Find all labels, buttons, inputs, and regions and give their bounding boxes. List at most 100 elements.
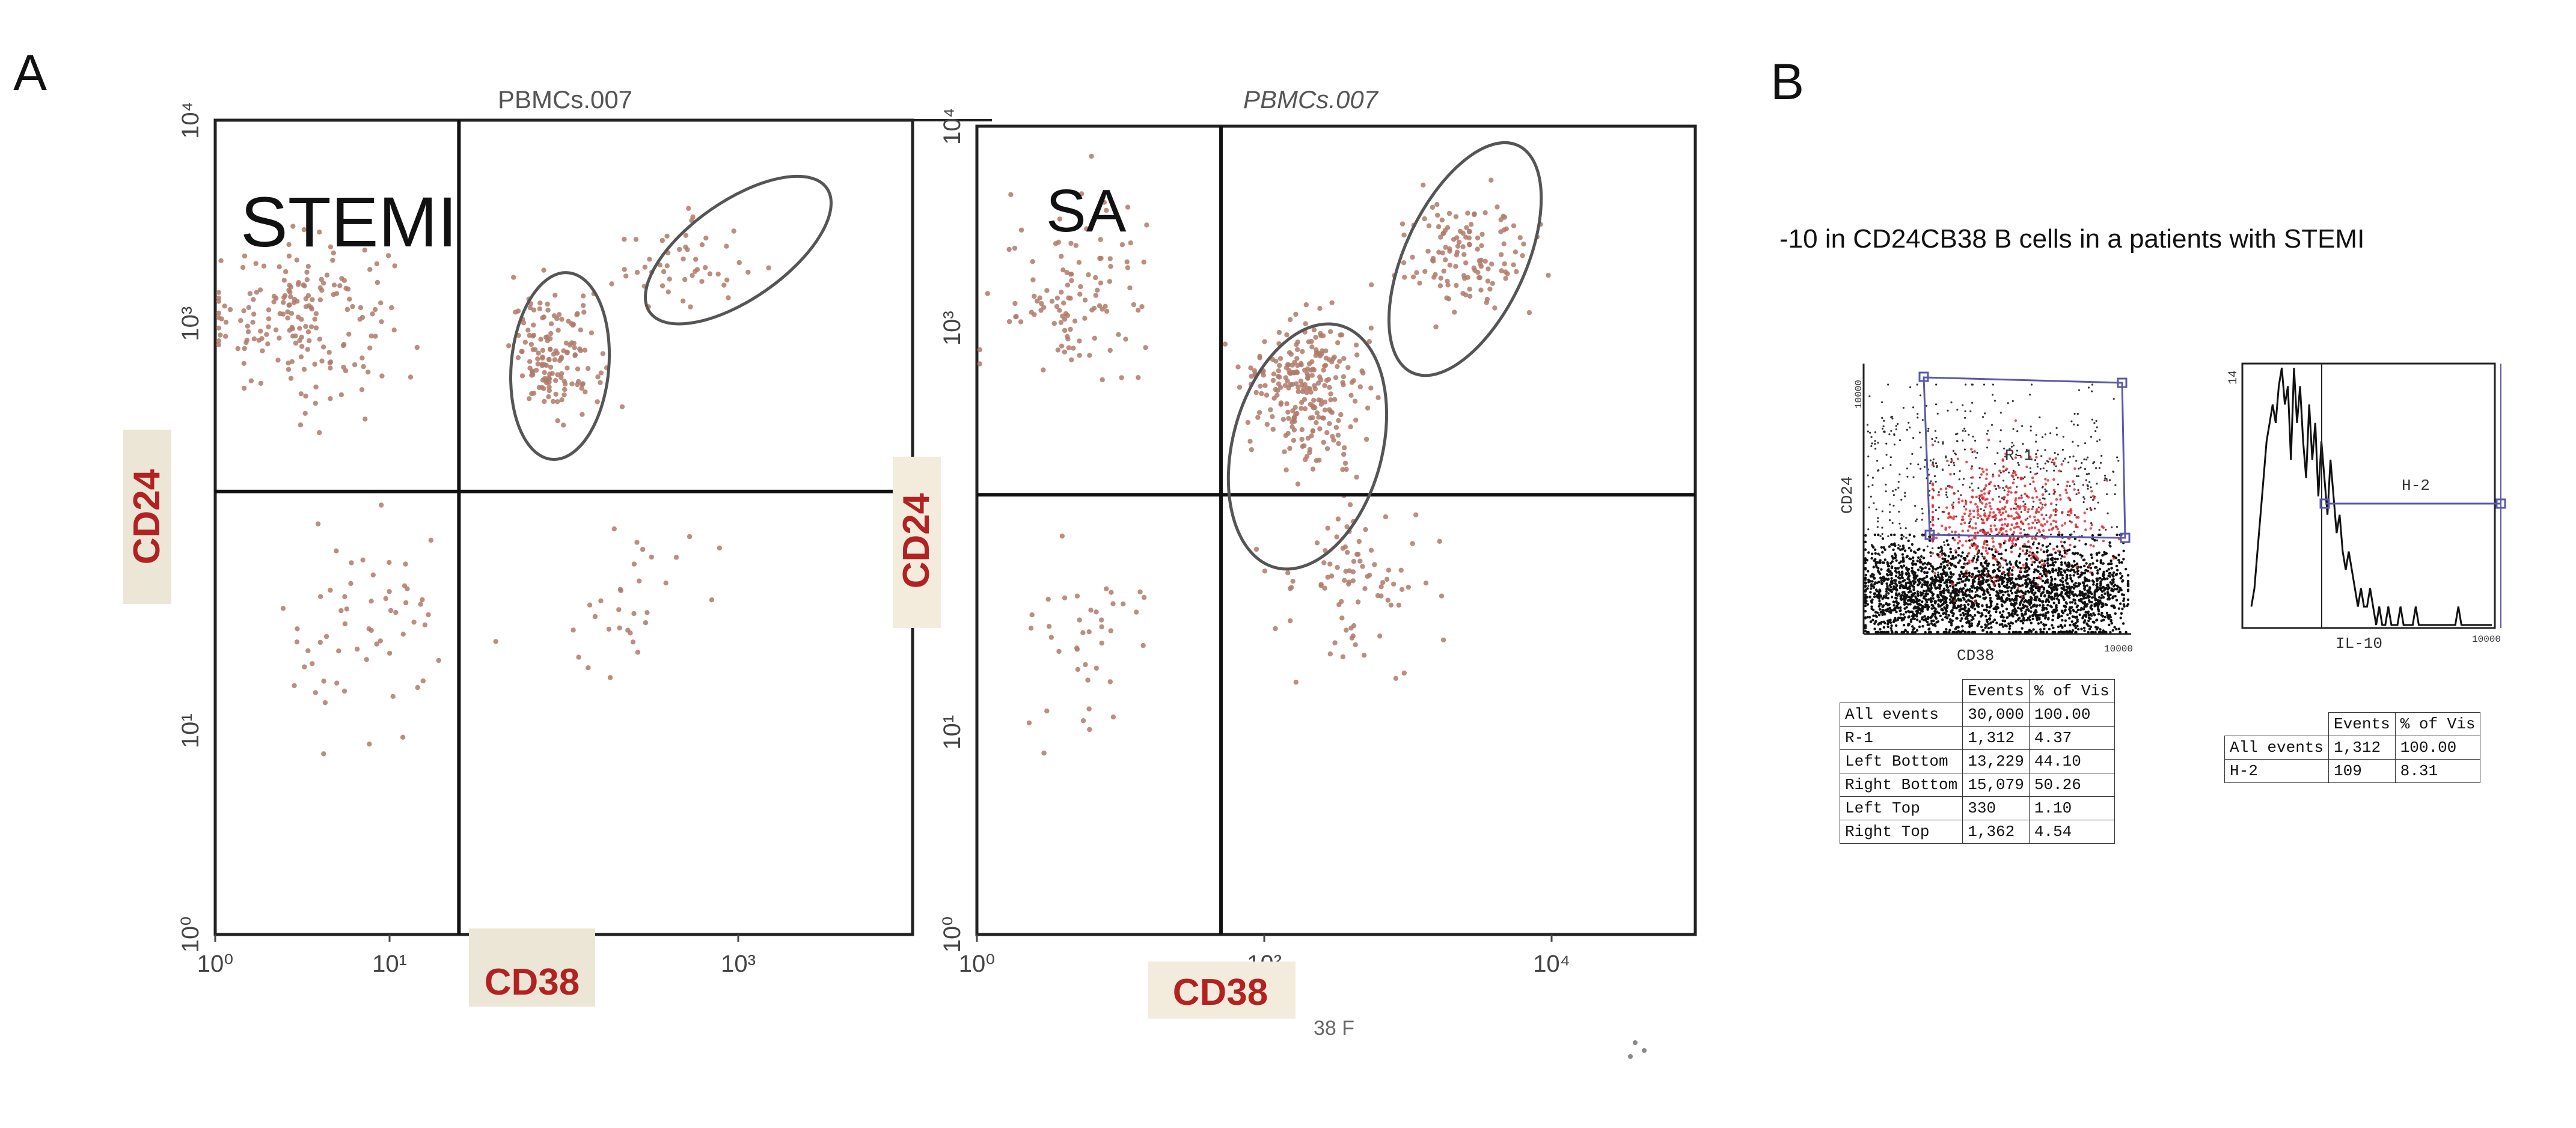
gate-ellipse[interactable]	[1203, 306, 1412, 587]
data-point	[1262, 339, 1267, 344]
data-point	[1986, 588, 1989, 591]
data-point	[1901, 597, 1904, 600]
data-point	[1514, 269, 1519, 275]
data-point	[1303, 302, 1309, 308]
data-point	[2059, 624, 2063, 627]
data-point	[1864, 561, 1867, 564]
data-point	[1931, 552, 1935, 555]
data-point	[2001, 590, 2004, 593]
data-point	[1914, 591, 1917, 595]
data-point	[724, 243, 729, 249]
gate-ellipse[interactable]	[622, 148, 855, 352]
data-point	[2008, 585, 2011, 589]
data-point	[2074, 523, 2078, 526]
data-point	[1921, 592, 1924, 595]
data-point	[2090, 556, 2094, 559]
data-point	[2030, 526, 2033, 529]
data-point	[298, 391, 304, 397]
data-point	[271, 293, 277, 299]
data-point	[218, 258, 224, 263]
table-cell: 13,229	[1962, 749, 2030, 773]
data-point	[1946, 572, 1948, 574]
data-point	[294, 257, 299, 263]
data-point	[305, 347, 310, 352]
data-point	[1903, 591, 1906, 594]
data-point	[1881, 510, 1883, 513]
data-point	[1065, 336, 1071, 342]
data-point	[1968, 509, 1972, 513]
data-point	[277, 311, 283, 317]
data-point	[1931, 580, 1935, 583]
data-point	[1920, 585, 1923, 588]
data-point	[277, 264, 282, 270]
data-point	[1943, 541, 1945, 543]
gate-handle[interactable]	[2495, 498, 2506, 509]
data-point	[1099, 641, 1104, 646]
data-point	[2077, 489, 2079, 492]
data-point	[295, 299, 300, 304]
data-point	[320, 344, 326, 350]
data-point	[2054, 582, 2057, 586]
data-point	[546, 394, 551, 400]
data-point	[1889, 583, 1892, 586]
data-point	[1927, 623, 1930, 626]
table-cell: Right Bottom	[1839, 773, 1963, 797]
data-point	[310, 661, 315, 666]
data-point	[2055, 545, 2059, 548]
data-point	[1872, 608, 1875, 612]
gate-handle[interactable]	[2120, 532, 2131, 543]
data-point	[327, 360, 332, 365]
data-point	[1278, 401, 1283, 407]
data-point	[1094, 665, 1100, 671]
data-point	[1951, 537, 1954, 540]
data-point	[243, 340, 249, 346]
data-point	[1012, 245, 1018, 251]
data-point	[1980, 626, 1983, 629]
data-point	[1337, 359, 1342, 364]
data-point	[321, 280, 326, 286]
data-point	[222, 303, 227, 309]
data-point	[2063, 555, 2066, 558]
data-point	[2094, 566, 2098, 569]
data-point	[1253, 389, 1259, 395]
data-point	[1939, 605, 1942, 608]
data-point	[245, 323, 250, 329]
data-point	[2046, 549, 2049, 552]
data-point	[1310, 466, 1316, 472]
data-point	[1959, 470, 1961, 472]
data-point	[745, 269, 751, 275]
data-point	[2024, 476, 2026, 478]
data-point	[1973, 567, 1977, 570]
data-point	[1996, 575, 1999, 578]
data-point	[342, 594, 347, 599]
gate-handle[interactable]	[1918, 371, 1929, 382]
data-point	[2078, 468, 2080, 470]
data-point	[2062, 460, 2064, 463]
data-point	[1948, 567, 1951, 570]
data-point	[1906, 428, 1908, 431]
data-point	[1917, 608, 1920, 611]
data-point	[2090, 600, 2093, 604]
gate-handle[interactable]	[2319, 498, 2330, 509]
data-point	[2054, 520, 2058, 523]
data-point	[2063, 541, 2066, 544]
data-point	[1986, 620, 1989, 623]
data-point	[2088, 600, 2091, 603]
gate-ellipse[interactable]	[503, 269, 617, 464]
gate-ellipse[interactable]	[1357, 120, 1573, 398]
gate-handle[interactable]	[2117, 377, 2128, 388]
data-point	[2057, 594, 2060, 597]
data-point	[2023, 543, 2026, 546]
data-point	[2008, 448, 2011, 450]
gate-handle[interactable]	[1924, 529, 1935, 540]
data-point	[1865, 596, 1868, 599]
data-point	[1932, 597, 1935, 600]
data-point	[280, 606, 286, 611]
data-point	[1883, 431, 1886, 433]
data-point	[2018, 464, 2020, 466]
data-point	[2030, 610, 2033, 613]
data-point	[1256, 410, 1262, 415]
data-point	[2055, 465, 2057, 468]
data-point	[302, 283, 307, 288]
data-point	[1931, 523, 1935, 526]
